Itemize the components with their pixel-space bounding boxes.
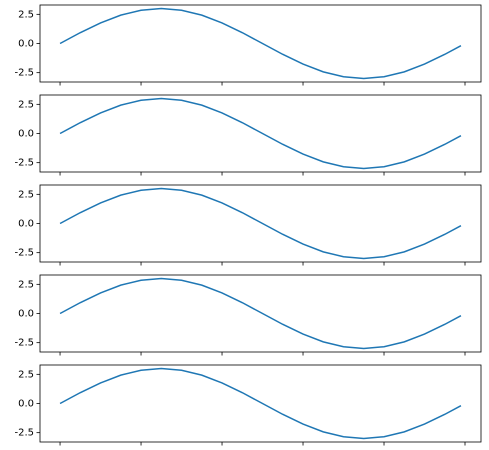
y-tick-label: 2.5 [18, 279, 34, 290]
y-tick-label: 2.5 [18, 9, 34, 20]
line [59, 187, 462, 260]
axes-frame [39, 184, 482, 263]
line [59, 367, 462, 440]
line [59, 97, 462, 170]
line [59, 277, 462, 350]
axes-frame [39, 4, 482, 83]
y-tick-label: -2.5 [14, 68, 34, 79]
axes-frame [39, 274, 482, 353]
axes-frame [39, 364, 482, 443]
y-tick-label: 0.0 [18, 309, 34, 320]
y-tick-label: 0.0 [18, 129, 34, 140]
y-tick-label: 0.0 [18, 219, 34, 230]
y-tick-label: 0.0 [18, 39, 34, 50]
y-tick-label: 2.5 [18, 369, 34, 380]
y-tick-label: -2.5 [14, 428, 34, 439]
y-tick-label: 2.5 [18, 189, 34, 200]
y-tick-label: 2.5 [18, 99, 34, 110]
y-tick-label: -2.5 [14, 158, 34, 169]
y-tick-label: 0.0 [18, 399, 34, 410]
axes-frame [39, 94, 482, 173]
line [59, 7, 462, 80]
y-tick-label: -2.5 [14, 338, 34, 349]
y-tick-label: -2.5 [14, 248, 34, 259]
